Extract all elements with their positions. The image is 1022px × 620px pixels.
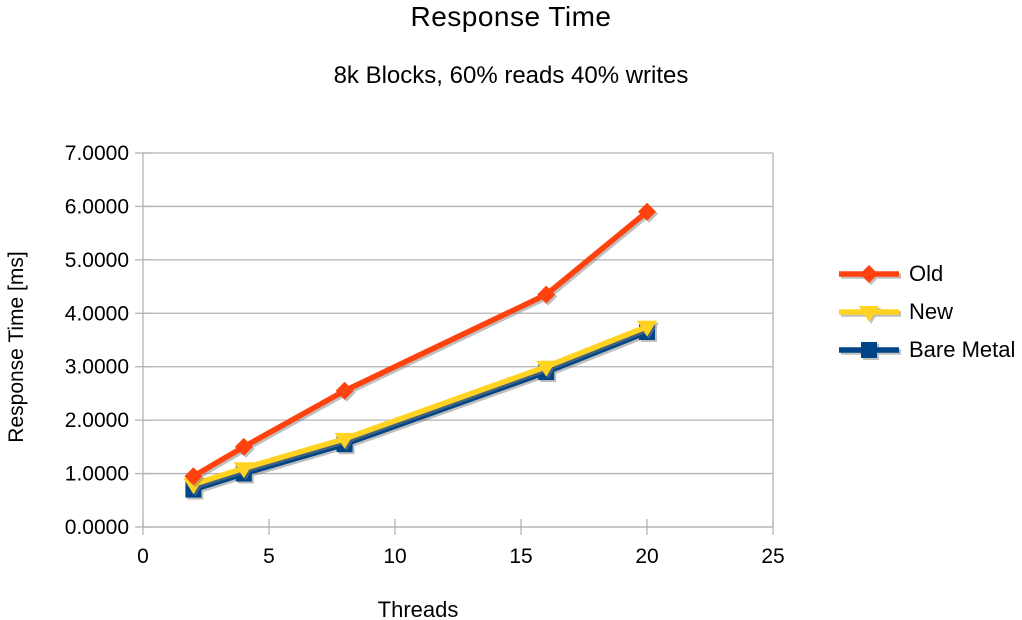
x-tick-label: 20: [635, 545, 658, 568]
legend-key-old: [839, 265, 899, 283]
legend: Old New Bare Metal: [838, 255, 1015, 369]
y-tick-label: 4.0000: [65, 302, 129, 325]
series-marker-old: [537, 285, 556, 304]
legend-marker-new: [859, 306, 879, 322]
series-marker-old: [234, 437, 253, 456]
series-marker-new: [536, 360, 557, 377]
series-marker-new: [637, 320, 657, 337]
legend-item-bare-metal: Bare Metal: [838, 331, 1015, 369]
x-tick-label: 0: [137, 545, 149, 568]
series-marker-new: [233, 462, 254, 479]
series-old: [184, 202, 656, 486]
y-tick-label: 7.0000: [65, 142, 129, 165]
y-tick-label: 1.0000: [65, 463, 129, 486]
legend-label: Bare Metal: [909, 337, 1016, 362]
legend-item-old: Old: [838, 255, 1015, 293]
series-marker-new: [334, 432, 355, 449]
legend-label: Old: [909, 261, 944, 286]
legend-marker-old: [860, 265, 878, 283]
y-tick-label: 0.0000: [65, 516, 129, 539]
series-line-new: [192, 324, 649, 487]
series-line-old: [192, 209, 649, 479]
legend-key-new: [839, 306, 899, 322]
legend-label: New: [909, 299, 954, 324]
x-tick-label: 5: [263, 545, 275, 568]
x-tick-label: 25: [761, 545, 784, 568]
legend-key-bare-metal: [839, 342, 899, 358]
chart-subtitle: 8k Blocks, 60% reads 40% writes: [333, 62, 689, 89]
legend-item-new: New: [838, 293, 1015, 331]
series-marker-old: [184, 467, 203, 486]
x-axis-title: Threads: [377, 597, 459, 620]
y-tick-label: 6.0000: [65, 195, 129, 218]
y-tick-label: 3.0000: [65, 356, 129, 379]
y-tick-label: 5.0000: [65, 249, 129, 272]
series-new: [183, 320, 657, 495]
x-tick-label: 15: [509, 545, 532, 568]
series-marker-old: [638, 202, 656, 221]
legend-marker-bare-metal: [861, 342, 877, 358]
chart-title: Response Time: [410, 1, 612, 32]
x-tick-label: 10: [383, 545, 406, 568]
y-tick-label: 2.0000: [65, 409, 129, 432]
series-marker-new: [183, 478, 204, 495]
series-marker-old: [335, 381, 354, 400]
